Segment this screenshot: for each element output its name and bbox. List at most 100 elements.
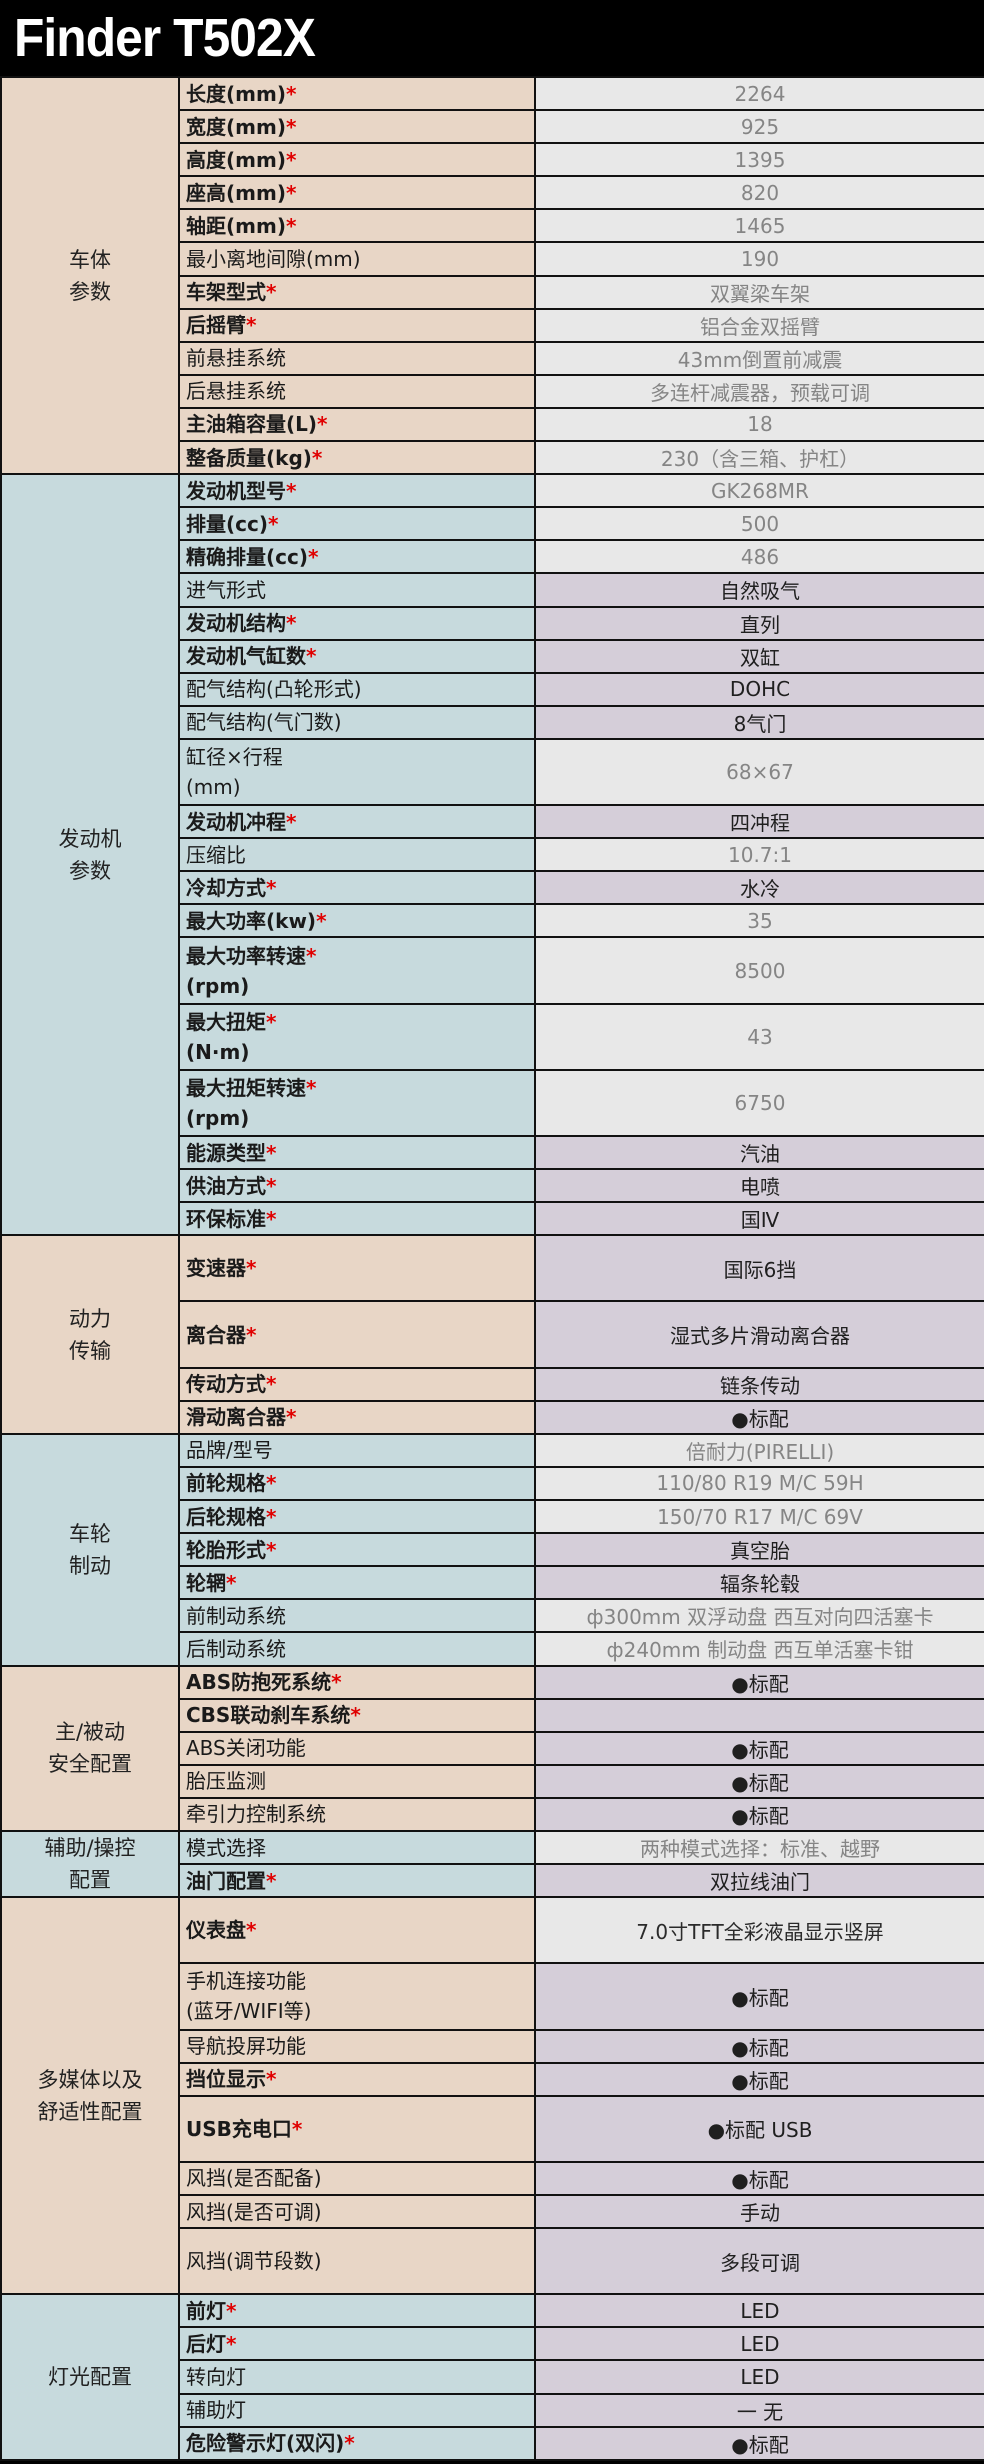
spec-row: 能源类型* 汽油	[1, 1134, 984, 1171]
spec-value: LED	[534, 2293, 984, 2329]
required-mark: *	[286, 478, 297, 503]
spec-value: ●标配	[534, 1399, 984, 1435]
required-mark: *	[266, 1173, 277, 1198]
required-mark: *	[226, 2298, 237, 2323]
spec-label-text: 后摇臂	[186, 313, 246, 338]
spec-label: 导航投屏功能	[178, 2028, 536, 2064]
spec-label-text: 缸径×行程	[186, 744, 283, 769]
spec-row: 进气形式 自然吸气	[1, 572, 984, 608]
required-mark: *	[266, 1537, 277, 1562]
spec-label: 环保标准*	[178, 1201, 536, 1237]
spec-label-text: 主油箱容量(L)	[186, 412, 318, 437]
required-mark: *	[226, 1570, 237, 1595]
spec-value: 自然吸气	[534, 572, 984, 608]
required-mark: *	[266, 2067, 277, 2092]
spec-label: 最大功率转速* (rpm)	[178, 936, 536, 1005]
spec-value: GK268MR	[534, 473, 984, 509]
spec-row: 灯光配置 前灯* LED	[0, 2293, 984, 2461]
spec-label-text: (rpm)	[186, 1105, 250, 1130]
spec-row: 精确排量(cc)* 486	[1, 539, 984, 575]
spec-value: 8气门	[534, 704, 984, 740]
spec-label: 最大扭矩转速* (rpm)	[178, 1068, 536, 1138]
spec-label: 最大扭矩* (N·m)	[178, 1002, 536, 1071]
spec-row: 最大扭矩转速* (rpm) 6750	[1, 1068, 984, 1138]
spec-row: 发动机气缸数* 双缸	[1, 638, 984, 674]
spec-value: ●标配	[534, 1796, 984, 1832]
spec-row: 压缩比 10.7:1	[1, 837, 984, 873]
spec-value: ●标配	[534, 1763, 984, 1799]
required-mark: *	[246, 1322, 257, 1347]
required-mark: *	[246, 1918, 257, 1943]
spec-label: 滑动离合器*	[178, 1399, 536, 1435]
spec-row: 牵引力控制系统 ●标配	[1, 1796, 984, 1832]
spec-row: CBS联动刹车系统*	[1, 1697, 984, 1733]
required-mark: *	[266, 1868, 277, 1893]
required-mark: *	[350, 1703, 361, 1728]
spec-label-text: 宽度(mm)	[186, 114, 286, 139]
spec-label: 辅助灯	[178, 2392, 536, 2428]
spec-label-text: 最大功率转速	[186, 943, 306, 968]
spec-label-text: 后灯	[186, 2331, 226, 2356]
spec-row: 多媒体以及 舒适性配置 仪表盘* 7.0寸TFT全彩液晶显示竖屏	[0, 1896, 984, 2296]
spec-row: 手机连接功能 (蓝牙/WIFI等) ●标配	[1, 1962, 984, 2031]
spec-label: 转向灯	[178, 2359, 536, 2395]
spec-label-text: 最大扭矩	[186, 1009, 266, 1034]
spec-label-text: USB充电口	[186, 2116, 292, 2141]
spec-label-text: 导航投屏功能	[186, 2034, 306, 2059]
spec-label-text: 前轮规格	[186, 1471, 266, 1496]
spec-row: 轴距(mm)* 1465	[1, 208, 984, 244]
spec-value: ●标配	[534, 2028, 984, 2064]
required-mark: *	[285, 213, 297, 238]
section-label: 车轮 制动	[0, 1432, 180, 1667]
spec-label-text: (N·m)	[186, 1039, 250, 1064]
spec-label-text: 牵引力控制系统	[186, 1802, 326, 1827]
spec-label: 传动方式*	[178, 1366, 536, 1402]
spec-value: 500	[534, 506, 984, 542]
spec-label: 高度(mm)*	[178, 142, 536, 178]
required-mark: *	[266, 280, 277, 305]
spec-label: 配气结构(凸轮形式)	[178, 671, 536, 707]
spec-label-text: 精确排量(cc)	[186, 544, 308, 569]
required-mark: *	[266, 1009, 277, 1034]
spec-row: 辅助/操控 配置 模式选择 两种模式选择：标准、越野	[0, 1829, 984, 1899]
required-mark: *	[286, 1405, 297, 1430]
spec-value: 倍耐力(PIRELLI)	[534, 1432, 984, 1468]
spec-row: 冷却方式* 水冷	[1, 870, 984, 906]
spec-value: 110/80 R19 M/C 59H	[534, 1465, 984, 1502]
spec-value: 1465	[534, 208, 984, 244]
spec-label: 后灯*	[178, 2326, 536, 2362]
spec-label-text: 风挡(是否可调)	[186, 2199, 322, 2224]
spec-value: 150/70 R17 M/C 69V	[534, 1499, 984, 1535]
spec-label-text: 最小离地间隙(mm)	[186, 247, 361, 272]
spec-label-text: 前灯	[186, 2298, 226, 2323]
spec-label-text: 传动方式	[186, 1372, 266, 1397]
spec-value: 8500	[534, 936, 984, 1005]
spec-label-text: 车架型式	[186, 280, 266, 305]
spec-label: 风挡(调节段数)	[178, 2227, 536, 2296]
spec-label: 前灯*	[178, 2293, 536, 2329]
spec-label: 后悬挂系统	[178, 373, 536, 409]
section-label: 多媒体以及 舒适性配置	[0, 1896, 180, 2296]
spec-value: 湿式多片滑动离合器	[534, 1300, 984, 1369]
spec-value: 电喷	[534, 1168, 984, 1204]
spec-label: 座高(mm)*	[178, 175, 536, 211]
spec-label: 长度(mm)*	[178, 75, 536, 112]
spec-label: 风挡(是否配备)	[178, 2160, 536, 2197]
spec-label-text: 进气形式	[186, 577, 266, 602]
spec-label-text: 最大功率(kw)	[186, 908, 317, 933]
spec-label-text: 轮胎形式	[186, 1537, 266, 1562]
spec-row: 发动机 参数 发动机型号* GK268MR	[0, 473, 984, 1237]
spec-value: 7.0寸TFT全彩液晶显示竖屏	[534, 1896, 984, 1965]
spec-label: 变速器*	[178, 1234, 536, 1303]
spec-label-text: ABS防抱死系统	[186, 1670, 332, 1695]
spec-value: 国Ⅳ	[534, 1201, 984, 1237]
spec-value: LED	[534, 2326, 984, 2362]
spec-value: 辐条轮毂	[534, 1565, 984, 1601]
spec-label-text: (蓝牙/WIFI等)	[186, 1999, 312, 2024]
spec-value: 1395	[534, 142, 984, 178]
spec-row: 车架型式* 双翼梁车架	[1, 274, 984, 310]
spec-label-text: 离合器	[186, 1322, 246, 1347]
spec-label-text: 发动机型号	[186, 478, 286, 503]
spec-row: 最小离地间隙(mm) 190	[1, 241, 984, 277]
spec-value: 汽油	[534, 1134, 984, 1171]
